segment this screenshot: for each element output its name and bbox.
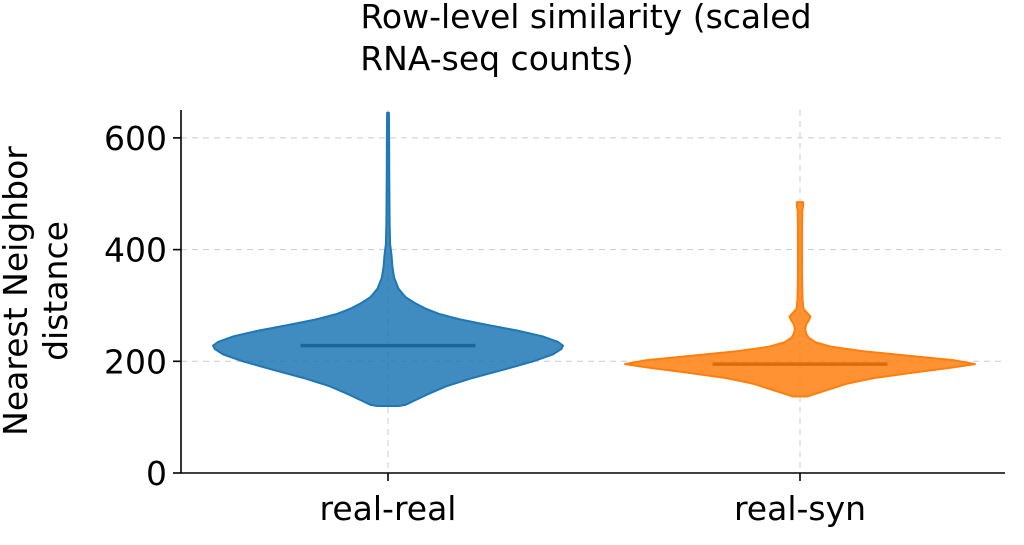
violins xyxy=(212,111,976,407)
x-tick-label: real-real xyxy=(320,489,457,528)
chart-title-line-1: Row-level similarity (scaled xyxy=(360,0,811,36)
y-tick-label: 600 xyxy=(104,119,167,158)
y-tick-label: 200 xyxy=(104,342,167,381)
y-tick-label: 400 xyxy=(104,231,167,270)
ticks: 0 200 400 600 real-real real-syn xyxy=(104,119,866,528)
axes xyxy=(180,110,1005,474)
y-tick-label: 0 xyxy=(146,454,167,493)
chart-title-line-2: RNA-seq counts) xyxy=(360,39,633,78)
violin-body-real-syn xyxy=(624,201,976,398)
y-axis-label-line-1: Nearest Neighbor xyxy=(0,146,35,436)
y-axis-label-line-2: distance xyxy=(36,221,75,361)
grid-lines xyxy=(181,110,1005,474)
violin-body-real-real xyxy=(212,111,564,407)
x-tick-label: real-syn xyxy=(734,489,866,528)
